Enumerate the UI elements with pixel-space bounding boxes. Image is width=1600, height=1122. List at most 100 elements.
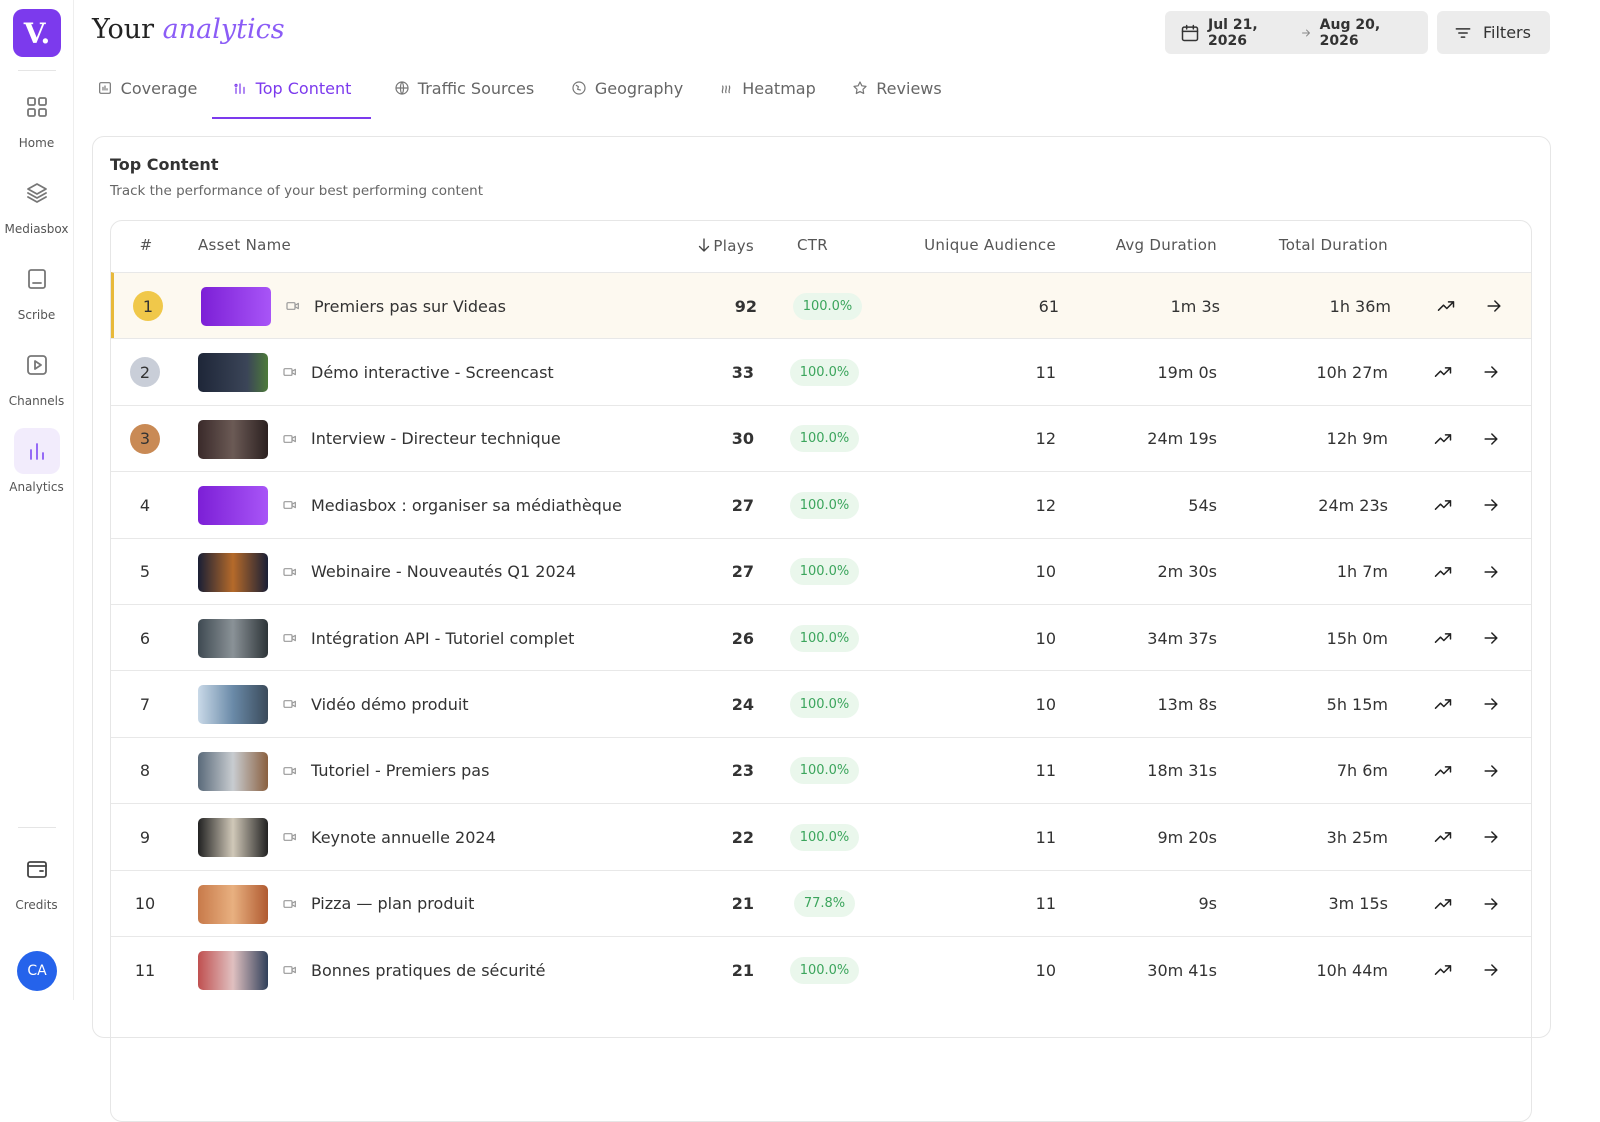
body: (() => { const data = JSON.parse(documen… xyxy=(0,0,1551,1122)
tab-icon xyxy=(852,80,868,96)
ctr-badge: 100.0% xyxy=(789,425,860,453)
table-row[interactable]: 1 Premiers pas sur Videas 92 100.0% 61 1m 3s 1… xyxy=(111,272,1531,338)
tab-icon xyxy=(232,80,248,96)
table-row[interactable]: 3 Interview - Directeur technique 30 100.0%… xyxy=(111,404,1531,472)
nav-label: Home xyxy=(18,136,55,150)
thumbnail xyxy=(198,619,268,658)
plays: 22 xyxy=(731,827,754,847)
nav-item[interactable]: Analytics xyxy=(0,428,73,494)
plays: 30 xyxy=(731,429,754,449)
trend-button[interactable] xyxy=(1433,406,1453,472)
table-row[interactable]: 2 Démo interactive - Screencast 33 100.0% 11… xyxy=(111,338,1531,405)
thumbnail xyxy=(198,486,268,526)
nav-item[interactable]: Home xyxy=(0,84,73,150)
ctr-badge: 100.0% xyxy=(789,757,860,785)
tab-icon xyxy=(97,80,113,96)
avg-duration: 24m 19s xyxy=(1147,429,1217,449)
unique-audience: 11 xyxy=(1035,894,1056,914)
filter-icon xyxy=(1453,23,1473,43)
open-button[interactable] xyxy=(1481,871,1501,937)
open-button[interactable] xyxy=(1484,273,1504,339)
table-row[interactable]: 8 Tutoriel - Premiers pas 23 100.0% 11 18m 31… xyxy=(111,736,1531,804)
nav-icon xyxy=(14,170,60,216)
nav-item[interactable]: Channels xyxy=(0,342,73,408)
column-header: CTR xyxy=(797,236,857,254)
trend-button[interactable] xyxy=(1436,273,1456,339)
trend-button[interactable] xyxy=(1433,804,1453,870)
tab-label: Traffic Sources xyxy=(417,79,535,98)
nav-icon xyxy=(14,84,60,130)
filters-label: Filters xyxy=(1483,23,1531,42)
logo[interactable]: V. xyxy=(13,9,61,57)
nav-label: Scribe xyxy=(17,308,56,322)
table-row[interactable]: 10 Pizza — plan produit 21 77.8% 11 9s 3m 15s xyxy=(111,869,1531,937)
rank: 6 xyxy=(139,628,151,648)
trend-button[interactable] xyxy=(1433,738,1453,804)
video-icon xyxy=(282,804,298,870)
rank: 7 xyxy=(139,694,151,714)
rank: 8 xyxy=(139,761,151,781)
trend-button[interactable] xyxy=(1433,539,1453,605)
video-icon xyxy=(282,738,298,804)
nav-item[interactable]: Mediasbox xyxy=(0,170,73,236)
ctr-badge: 100.0% xyxy=(789,558,860,586)
tab[interactable]: Coverage xyxy=(92,79,202,117)
plays: 21 xyxy=(731,960,754,980)
ctr-cell: 100.0% xyxy=(792,273,863,339)
nav-label: Channels xyxy=(8,394,65,408)
open-button[interactable] xyxy=(1481,472,1501,538)
open-button[interactable] xyxy=(1481,406,1501,472)
trend-button[interactable] xyxy=(1433,671,1453,737)
rank: 11 xyxy=(134,960,156,980)
open-button[interactable] xyxy=(1481,937,1501,1003)
tab[interactable]: Reviews xyxy=(847,79,947,117)
table-row[interactable]: 11 Bonnes pratiques de sécurité 21 100.0% 10… xyxy=(111,936,1531,1003)
column-label: Unique Audience xyxy=(924,236,1056,254)
open-button[interactable] xyxy=(1481,605,1501,671)
tab[interactable]: Traffic Sources xyxy=(389,79,539,117)
video-icon xyxy=(282,937,298,1003)
ctr-badge: 100.0% xyxy=(789,823,860,851)
table-row[interactable]: 7 Vidéo démo produit 24 100.0% 10 13m 8s 5h 15… xyxy=(111,670,1531,737)
trend-button[interactable] xyxy=(1433,472,1453,538)
column-header[interactable]: Plays xyxy=(664,236,754,255)
total-duration: 3h 25m xyxy=(1326,827,1388,847)
open-button[interactable] xyxy=(1481,339,1501,405)
tab[interactable]: Top Content xyxy=(212,79,371,119)
total-duration: 15h 0m xyxy=(1326,628,1388,648)
card-subtitle: Track the performance of your best perfo… xyxy=(110,183,484,199)
separator xyxy=(18,70,56,71)
open-button[interactable] xyxy=(1481,804,1501,870)
unique-audience: 10 xyxy=(1035,628,1056,648)
filters-button[interactable]: Filters xyxy=(1437,11,1550,54)
table-row[interactable]: 9 Keynote annuelle 2024 22 100.0% 11 9m 20s 3h… xyxy=(111,803,1531,870)
trend-button[interactable] xyxy=(1433,937,1453,1003)
open-button[interactable] xyxy=(1481,539,1501,605)
asset-name: Interview - Directeur technique xyxy=(311,429,561,449)
ctr-cell: 100.0% xyxy=(789,406,860,472)
nav-icon xyxy=(14,846,60,892)
open-button[interactable] xyxy=(1481,738,1501,804)
date-range-button[interactable]: Jul 21, 2026 Aug 20, 2026 xyxy=(1165,11,1428,54)
open-button[interactable] xyxy=(1481,671,1501,737)
tab[interactable]: Heatmap xyxy=(716,79,818,117)
tab-label: Geography xyxy=(594,79,684,98)
tab-icon xyxy=(718,80,734,96)
unique-audience: 10 xyxy=(1035,960,1056,980)
avatar[interactable]: CA xyxy=(17,951,57,991)
nav-item[interactable]: Scribe xyxy=(0,256,73,322)
unique-audience: 12 xyxy=(1035,495,1056,515)
tab-label: Top Content xyxy=(255,79,352,98)
nav-item[interactable]: Credits xyxy=(0,846,73,912)
trend-button[interactable] xyxy=(1433,339,1453,405)
table-row[interactable]: 4 Mediasbox : organiser sa médiathèque 27 1… xyxy=(111,471,1531,538)
trend-button[interactable] xyxy=(1433,605,1453,671)
ctr-cell: 77.8% xyxy=(789,871,860,937)
tab[interactable]: Geography xyxy=(567,79,687,117)
table-row[interactable]: 5 Webinaire - Nouveautés Q1 2024 27 100.0% 1… xyxy=(111,537,1531,605)
nav-label: Credits xyxy=(15,898,58,912)
tab-icon xyxy=(571,80,587,96)
plays: 33 xyxy=(731,362,754,382)
trend-button[interactable] xyxy=(1433,871,1453,937)
table-row[interactable]: 6 Intégration API - Tutoriel complet 26 100… xyxy=(111,604,1531,671)
